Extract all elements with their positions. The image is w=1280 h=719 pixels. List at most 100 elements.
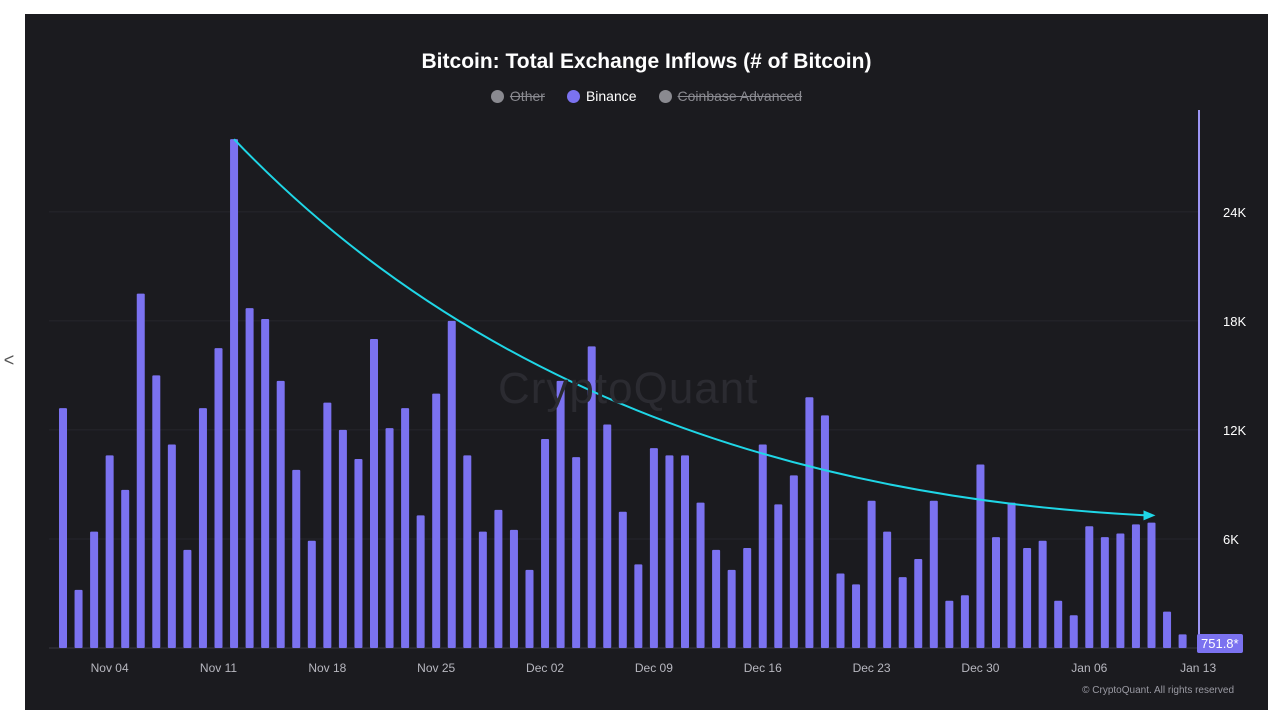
x-tick-label: Nov 04 [91, 661, 129, 675]
bar [276, 380, 285, 648]
bar [447, 320, 456, 648]
x-tick-label: Nov 18 [308, 661, 346, 675]
watermark: CryptoQuant [498, 364, 759, 413]
bar [167, 444, 176, 648]
bar [992, 537, 1000, 648]
x-tick-label: Dec 30 [961, 661, 999, 675]
bar [712, 549, 721, 648]
bar [509, 529, 518, 648]
bar [603, 424, 612, 648]
bar [432, 393, 441, 648]
bar [478, 531, 487, 648]
bar [1116, 533, 1125, 648]
legend-label-binance: Binance [585, 88, 637, 104]
bar [789, 475, 798, 648]
bar [649, 448, 658, 648]
bar [354, 458, 363, 648]
x-tick-label: Jan 13 [1180, 661, 1216, 675]
bar [1100, 537, 1109, 648]
x-tick-label: Dec 02 [526, 661, 564, 675]
bar [198, 408, 207, 648]
bar [1147, 522, 1156, 648]
bar [385, 428, 394, 648]
bar [556, 380, 565, 648]
bar [136, 293, 145, 648]
y-tick-label: 6K [1223, 532, 1239, 547]
copyright-text: © CryptoQuant. All rights reserved [1082, 685, 1234, 696]
chart-title: Bitcoin: Total Exchange Inflows (# of Bi… [421, 50, 872, 73]
bar [261, 319, 270, 648]
bar [681, 455, 689, 648]
bar [805, 397, 814, 648]
bar [230, 139, 239, 648]
bar [59, 408, 67, 648]
bar [1023, 548, 1032, 648]
x-tick-label: Jan 06 [1071, 661, 1107, 675]
y-tick-label: 18K [1223, 314, 1246, 329]
bar [121, 489, 130, 648]
bar [634, 564, 643, 648]
bar [323, 402, 332, 648]
x-tick-label: Dec 23 [853, 661, 891, 675]
bar [774, 504, 783, 648]
bar [74, 589, 83, 648]
y-tick-label: 12K [1223, 423, 1246, 438]
bar [1163, 611, 1172, 648]
x-tick-label: Nov 25 [417, 661, 455, 675]
bar [852, 584, 861, 648]
chart-legend: Other Binance Coinbase Advanced [25, 88, 1268, 104]
bar [494, 509, 503, 648]
bar [1131, 524, 1140, 648]
trend-arrow-line [233, 138, 1146, 517]
bar [976, 464, 985, 648]
bar [292, 469, 301, 648]
bar [867, 500, 876, 648]
bar [307, 540, 316, 648]
bar [183, 549, 192, 648]
legend-item-coinbase-advanced[interactable]: Coinbase Advanced [658, 88, 803, 104]
bar [1178, 634, 1187, 648]
legend-dot-binance [566, 89, 580, 103]
x-tick-label: Dec 16 [744, 661, 782, 675]
trend-arrow-head-icon [1143, 510, 1156, 521]
bar [945, 600, 954, 648]
bar [758, 444, 767, 648]
bar [463, 455, 472, 648]
bar [820, 415, 829, 648]
y-tick-label: 24K [1223, 205, 1246, 220]
bar [525, 569, 534, 648]
bar [914, 558, 923, 648]
bar [541, 439, 550, 648]
bar [727, 569, 736, 648]
bar [401, 408, 410, 648]
bar [152, 375, 161, 648]
bar [1054, 600, 1063, 648]
legend-item-other[interactable]: Other [490, 88, 545, 104]
legend-item-binance[interactable]: Binance [566, 88, 637, 104]
bar [743, 548, 752, 648]
bar [214, 348, 223, 648]
bar [1038, 540, 1047, 648]
bar [883, 531, 892, 648]
legend-dot-coinbase-advanced [658, 89, 672, 103]
back-arrow-icon[interactable]: < [3, 350, 15, 370]
bar [618, 511, 627, 648]
bar [836, 573, 845, 648]
x-tick-label: Dec 09 [635, 661, 673, 675]
bar [370, 339, 378, 648]
x-tick-label: Nov 11 [200, 661, 237, 675]
bar [105, 455, 114, 648]
legend-label-coinbase-advanced: Coinbase Advanced [677, 88, 803, 104]
bar [696, 502, 705, 648]
bar [245, 308, 254, 648]
bar [1007, 502, 1016, 648]
bar [338, 429, 347, 648]
bar [898, 577, 907, 648]
last-value-label: 751.8* [1197, 634, 1243, 653]
bar [960, 595, 969, 648]
bar [1069, 615, 1078, 648]
legend-label-other: Other [509, 88, 545, 104]
bar [665, 455, 674, 648]
